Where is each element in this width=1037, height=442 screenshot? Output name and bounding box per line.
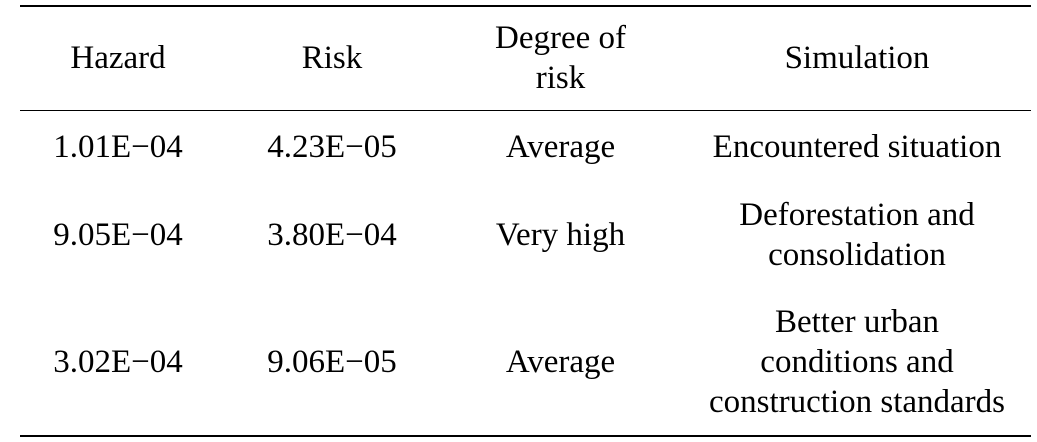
header-degree-of-risk: Degree of risk bbox=[453, 14, 668, 102]
simulation-line: construction standards bbox=[708, 384, 1006, 420]
table-bottom-rule bbox=[20, 435, 1031, 437]
table-header-rule bbox=[20, 110, 1031, 111]
table-cell-hazard: 1.01E−04 bbox=[20, 122, 216, 172]
degree-value: Average bbox=[505, 344, 616, 380]
header-simulation-label: Simulation bbox=[784, 40, 930, 76]
risk-value: 4.23E−05 bbox=[267, 129, 397, 165]
table-cell-risk: 4.23E−05 bbox=[249, 122, 415, 172]
simulation-line: conditions and bbox=[760, 344, 954, 380]
hazard-value: 1.01E−04 bbox=[53, 129, 183, 165]
header-hazard-label: Hazard bbox=[70, 40, 166, 76]
header-hazard: Hazard bbox=[20, 14, 216, 102]
header-simulation: Simulation bbox=[684, 14, 1030, 102]
hazard-value: 3.02E−04 bbox=[53, 344, 183, 380]
table-cell-risk: 3.80E−04 bbox=[249, 190, 415, 280]
header-degree-line-1: Degree of bbox=[494, 20, 626, 56]
simulation-line: Deforestation and bbox=[739, 197, 975, 233]
simulation-line: consolidation bbox=[768, 237, 946, 273]
header-risk: Risk bbox=[249, 14, 415, 102]
table-cell-degree: Average bbox=[453, 298, 668, 426]
table-cell-simulation: Encountered situation bbox=[684, 122, 1030, 172]
table-cell-risk: 9.06E−05 bbox=[249, 298, 415, 426]
table-cell-degree: Very high bbox=[453, 190, 668, 280]
table-cell-simulation: Better urban conditions and construction… bbox=[684, 298, 1030, 426]
data-table: Hazard Risk Degree of risk Simulation 1.… bbox=[20, 0, 1031, 442]
risk-value: 9.06E−05 bbox=[267, 344, 397, 380]
header-risk-label: Risk bbox=[301, 40, 363, 76]
table-cell-simulation: Deforestation and consolidation bbox=[684, 190, 1030, 280]
degree-value: Average bbox=[505, 129, 616, 165]
hazard-value: 9.05E−04 bbox=[53, 217, 183, 253]
table-cell-degree: Average bbox=[453, 122, 668, 172]
risk-value: 3.80E−04 bbox=[267, 217, 397, 253]
header-degree-line-2: risk bbox=[535, 60, 586, 96]
table-cell-hazard: 3.02E−04 bbox=[20, 298, 216, 426]
table-cell-hazard: 9.05E−04 bbox=[20, 190, 216, 280]
degree-value: Very high bbox=[495, 217, 626, 253]
simulation-line: Better urban bbox=[774, 304, 940, 340]
table-top-rule bbox=[20, 5, 1031, 7]
simulation-line: Encountered situation bbox=[712, 129, 1002, 165]
